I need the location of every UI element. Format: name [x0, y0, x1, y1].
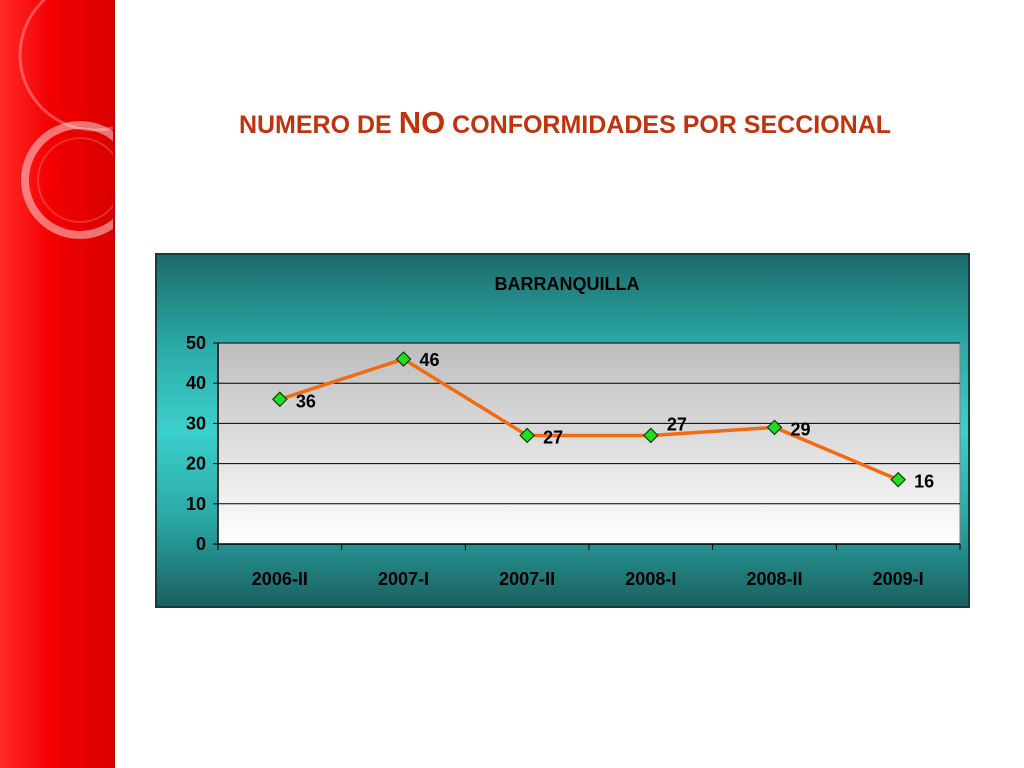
- title-part-2: NO: [398, 105, 446, 140]
- data-point-marker: [271, 391, 288, 408]
- data-label: 36: [296, 391, 316, 411]
- decorative-red-band: [0, 0, 115, 768]
- slide-title: NUMERO DE NO CONFORMIDADES POR SECCIONAL: [130, 103, 1000, 145]
- data-label: 29: [791, 419, 811, 439]
- data-label: 27: [543, 427, 563, 447]
- series-line: [279, 357, 899, 482]
- axes: 0 10 20 30 40 50 2006-II 2007-I 2007-II 2008-I 200…: [186, 333, 961, 589]
- data-point-marker: [395, 351, 412, 367]
- x-tick-label: 2007-I: [378, 569, 429, 589]
- line-chart: BARRANQUILLA 0 10 20 30 40 50 2006-II 2007-I 200…: [186, 274, 961, 589]
- title-part-1: NUMERO DE: [238, 111, 399, 139]
- chart-title: BARRANQUILLA: [495, 274, 640, 294]
- y-tick-label: 40: [186, 373, 206, 393]
- data-point-marker: [519, 427, 536, 444]
- plot-area: [217, 342, 961, 545]
- x-tick-label: 2006-II: [252, 569, 308, 589]
- x-tick-label: 2009-I: [873, 569, 924, 589]
- y-tick-label: 10: [186, 494, 206, 514]
- data-label: 16: [914, 472, 934, 492]
- x-tick-label: 2008-II: [746, 569, 802, 589]
- x-tick-label: 2007-II: [499, 569, 555, 589]
- decorative-rings: [18, 0, 113, 239]
- series-markers: [271, 351, 907, 488]
- data-labels: 36 46 27 27 29 16: [296, 350, 934, 492]
- series-line-path: [279, 357, 899, 482]
- chart-container: BARRANQUILLA 0 10 20 30 40 50 2006-II 2007-I 200…: [155, 253, 970, 608]
- y-tick-label: 20: [186, 454, 206, 474]
- title-part-3: CONFORMIDADES POR SECCIONAL: [445, 111, 892, 139]
- data-label: 27: [667, 414, 687, 434]
- y-tick-label: 50: [186, 333, 206, 353]
- data-point-marker: [766, 419, 783, 436]
- x-tick-label: 2008-I: [625, 569, 676, 589]
- data-point-marker: [642, 427, 659, 444]
- data-point-marker: [890, 471, 907, 488]
- y-tick-label: 0: [196, 534, 206, 554]
- data-label: 46: [420, 350, 440, 370]
- y-tick-label: 30: [186, 413, 206, 433]
- gridlines: [218, 342, 960, 505]
